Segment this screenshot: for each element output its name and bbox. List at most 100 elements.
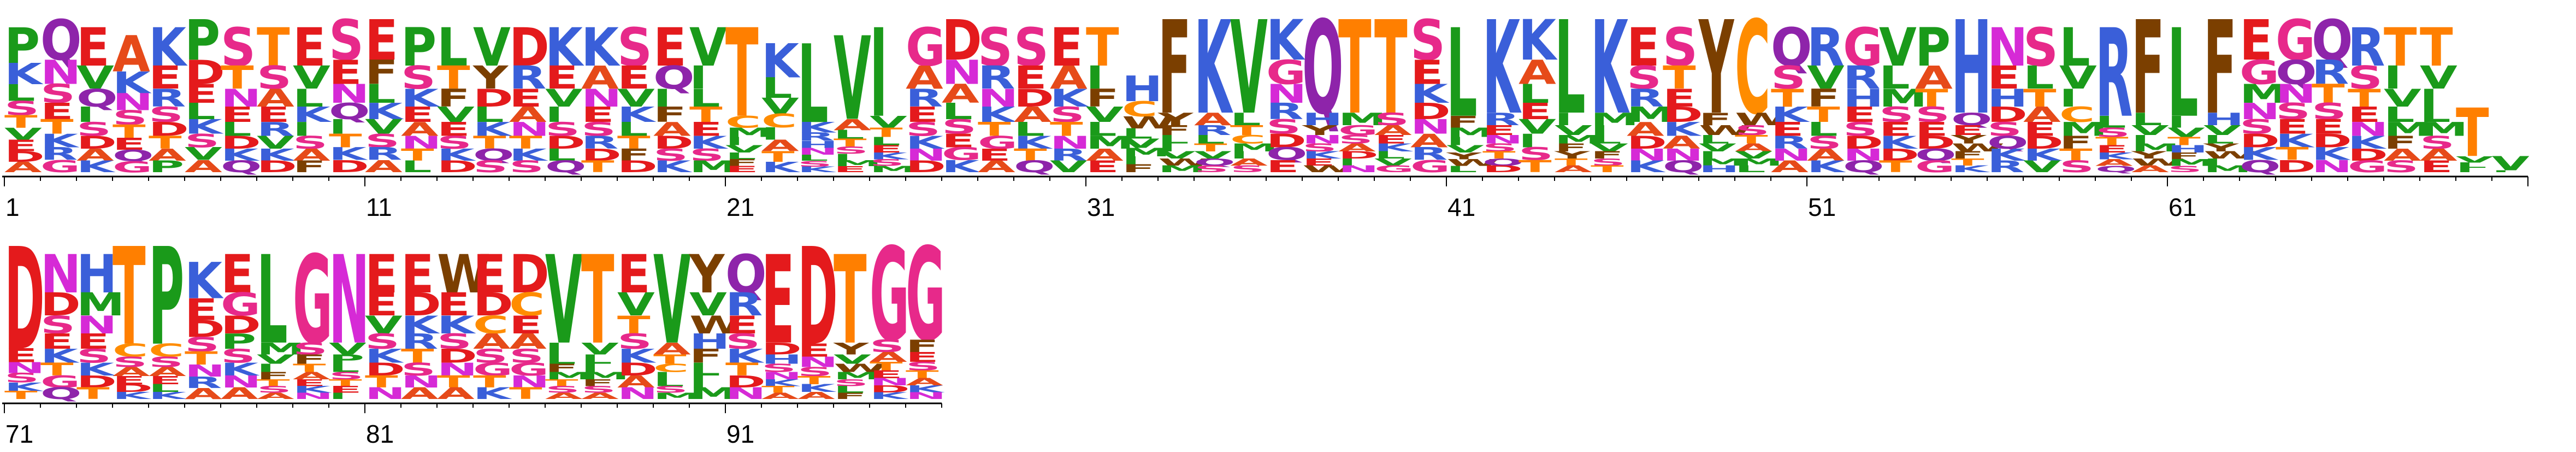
residue-I-pos-44: I (1555, 109, 1573, 130)
residue-L-pos-20: L (689, 84, 720, 112)
residue-D-pos-63: D (2240, 130, 2280, 151)
residue-F-pos-90: F (689, 345, 723, 367)
residue-S-pos-54: S (1915, 103, 1950, 127)
residue-T-pos-18: T (617, 132, 651, 152)
residue-E-pos-17: E (581, 103, 615, 127)
residue-E-pos-77: E (221, 243, 254, 304)
residue-T-pos-72: T (40, 359, 74, 379)
residue-D-pos-53: D (1879, 145, 1919, 165)
residue-G-pos-72: G (40, 372, 80, 392)
residue-T-pos-50: T (1771, 84, 1804, 112)
residue-Q-pos-14: Q (473, 145, 515, 165)
residue-I-pos-78: I (257, 362, 275, 375)
residue-T-pos-65: T (2312, 79, 2345, 109)
residue-K-pos-2: K (40, 130, 80, 151)
residue-K-pos-84: K (473, 384, 513, 403)
residue-T-pos-83: T (437, 372, 470, 392)
residue-K-pos-11: K (365, 99, 404, 125)
residue-E-pos-37: E (1302, 157, 1336, 168)
residue-A-pos-85: A (509, 330, 547, 354)
residue-N-pos-23: N (797, 146, 838, 157)
residue-I-pos-86: I (545, 339, 563, 358)
residue-W-pos-49: W (1735, 109, 1788, 130)
residue-Y-pos-94: Y (833, 339, 870, 358)
residue-G-pos-28: G (978, 132, 1018, 152)
residue-Y-pos-55: Y (1951, 133, 1987, 146)
residue-H-pos-32: H (1122, 69, 1162, 110)
residue-S-pos-17: S (581, 118, 616, 140)
residue-T-pos-17: T (581, 157, 615, 176)
residue-S-pos-96: S (906, 360, 941, 373)
residue-D-pos-72: D (40, 286, 81, 323)
residue-T-pos-45: T (1591, 164, 1624, 174)
residue-E-pos-12: E (401, 103, 434, 127)
residue-T-pos-87: T (581, 230, 615, 372)
residue-L-pos-12: L (401, 157, 432, 176)
residue-K-pos-19: K (653, 157, 693, 176)
residue-N-pos-92: N (761, 370, 802, 382)
residue-S-pos-71: S (4, 371, 39, 385)
residue-V-pos-13: V (437, 103, 475, 127)
residue-V-pos-58: V (2059, 59, 2097, 96)
residue-E-pos-79: E (293, 378, 326, 389)
residue-L-pos-67: L (2384, 103, 2415, 127)
residue-A-pos-89: A (653, 339, 691, 358)
residue-N-pos-95: N (870, 376, 910, 388)
residue-R-pos-34: R (1194, 122, 1231, 138)
tick-label-61: 61 (2169, 193, 2196, 221)
residue-V-pos-49: V (1735, 149, 1773, 161)
residue-R-pos-28: R (978, 59, 1015, 96)
logo-row-1: PKLSTVEDAQNSETKRGEVQISDAKAKNSTEQGKERSDTA… (4, 0, 2530, 176)
residue-K-pos-55: K (1951, 164, 1990, 174)
residue-D-pos-52: D (1843, 132, 1883, 152)
residue-K-pos-88: K (617, 345, 657, 367)
residue-P-pos-75: P (149, 220, 184, 376)
residue-S-pos-23: S (797, 160, 832, 169)
tick-label-31: 31 (1087, 193, 1115, 221)
residue-N-pos-79: N (293, 391, 333, 401)
residue-M-pos-33: M (1158, 164, 1206, 174)
residue-I-pos-70: I (2492, 170, 2510, 173)
residue-D-pos-82: D (401, 286, 441, 323)
residue-G-pos-40: G (1410, 157, 1450, 177)
residue-H-pos-92: H (761, 352, 802, 367)
residue-Q-pos-16: Q (545, 157, 587, 176)
residue-F-pos-41: F (1446, 113, 1480, 131)
residue-M-pos-32: M (1122, 146, 1170, 160)
residue-L-pos-25: L (870, 135, 901, 148)
residue-W-pos-41: W (1446, 158, 1500, 168)
residue-T-pos-4: T (113, 121, 146, 142)
residue-V-pos-41: V (1446, 143, 1484, 155)
residue-L-pos-18: L (617, 118, 648, 140)
residue-K-pos-75: K (149, 390, 188, 401)
residue-Q-pos-34: Q (1194, 157, 1236, 168)
residue-R-pos-15: R (509, 59, 546, 96)
residue-A-pos-3: A (76, 145, 115, 165)
residue-T-pos-54: T (1915, 84, 1948, 112)
residue-K-pos-12: K (401, 84, 440, 112)
residue-E-pos-36: E (1266, 157, 1299, 177)
residue-L-pos-57: L (2023, 59, 2054, 96)
residue-E-pos-16: E (545, 59, 578, 96)
residue-I-pos-41: I (1446, 135, 1464, 148)
residue-S-pos-65: S (2312, 99, 2347, 125)
residue-F-pos-67: F (2384, 132, 2417, 152)
residue-K-pos-73: K (76, 359, 116, 379)
residue-L-pos-29: L (1014, 118, 1045, 140)
residue-G-pos-27: G (942, 144, 982, 164)
residue-H-pos-37: H (1302, 109, 1343, 130)
residue-S-pos-77: S (221, 345, 256, 367)
residue-Y-pos-44: Y (1554, 149, 1591, 161)
residue-W-pos-94: W (834, 362, 887, 375)
residue-L-pos-75: L (149, 382, 180, 394)
residue-K-pos-79: K (293, 385, 332, 395)
residue-I-pos-35: I (1230, 149, 1248, 161)
residue-E-pos-39: E (1374, 133, 1408, 146)
residue-S-pos-2: S (40, 79, 75, 109)
residue-S-pos-26: S (906, 118, 941, 140)
residue-E-pos-42: E (1482, 122, 1516, 138)
residue-N-pos-28: N (978, 84, 1018, 112)
residue-I-pos-48: I (1699, 149, 1717, 161)
residue-T-pos-7: T (221, 59, 254, 96)
residue-K-pos-37: K (1302, 149, 1342, 161)
